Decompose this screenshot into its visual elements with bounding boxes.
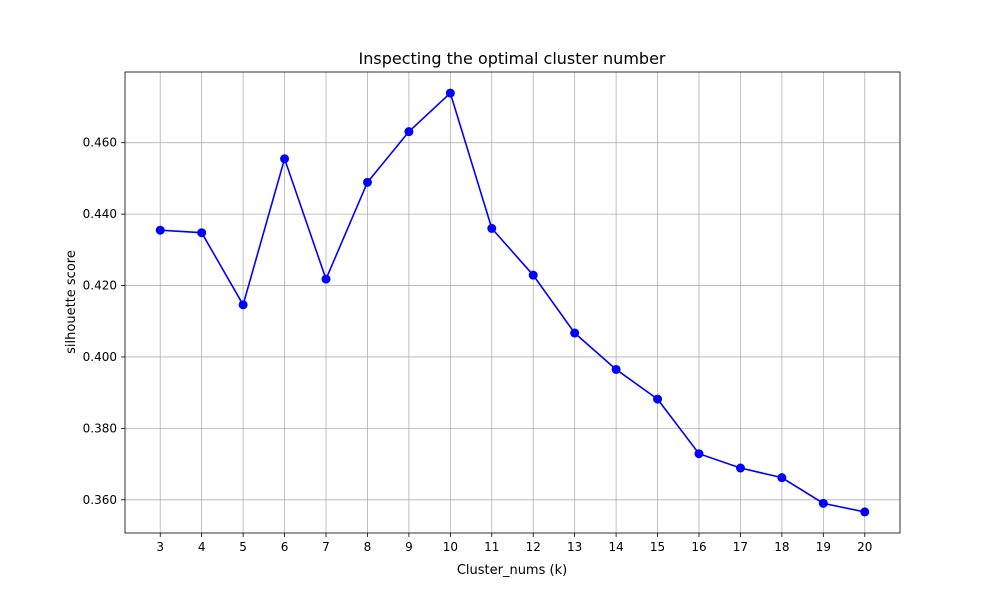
x-tick-label: 15 (650, 540, 665, 554)
x-tick-label: 18 (774, 540, 789, 554)
data-point (362, 177, 372, 187)
x-tick-label: 19 (816, 540, 831, 554)
chart-title: Inspecting the optimal cluster number (359, 49, 666, 68)
x-tick-label: 16 (691, 540, 706, 554)
y-tick-label: 0.400 (83, 350, 117, 364)
data-point (818, 498, 828, 508)
x-tick-label: 12 (526, 540, 541, 554)
data-point (860, 507, 870, 517)
y-tick-label: 0.460 (83, 136, 117, 150)
y-tick-label: 0.440 (83, 207, 117, 221)
y-axis-label: silhouette score (64, 250, 79, 354)
plot-frame (124, 71, 901, 534)
data-point (528, 270, 538, 280)
data-point (445, 88, 455, 98)
data-point (487, 223, 497, 233)
data-point (735, 463, 745, 473)
data-point (197, 228, 207, 238)
data-point (155, 225, 165, 235)
data-point (570, 328, 580, 338)
data-point (611, 364, 621, 374)
y-tick-label: 0.380 (83, 421, 117, 435)
x-tick-label: 17 (733, 540, 748, 554)
y-tick-label: 0.420 (83, 279, 117, 293)
data-point (238, 300, 248, 310)
x-tick-label: 7 (322, 540, 330, 554)
data-point (280, 154, 290, 164)
data-point (321, 274, 331, 284)
x-tick-label: 11 (484, 540, 499, 554)
y-tick-label: 0.360 (83, 493, 117, 507)
data-point (404, 127, 414, 137)
series-line (160, 91, 865, 513)
x-tick-label: 6 (281, 540, 289, 554)
x-tick-label: 14 (608, 540, 623, 554)
x-tick-label: 10 (443, 540, 458, 554)
axis-ticks: 3 4 5 6 7 8 9 10 11 12 13 14 15 16 17 18 19 20 0.360 0.380 0… (83, 136, 873, 554)
x-tick-label: 4 (198, 540, 206, 554)
x-axis-label: Cluster_nums (k) (457, 563, 567, 578)
data-point (777, 473, 787, 483)
data-point (694, 449, 704, 459)
series (155, 88, 870, 517)
x-tick-label: 20 (857, 540, 872, 554)
data-point (653, 394, 663, 404)
x-tick-label: 8 (364, 540, 372, 554)
x-tick-label: 3 (156, 540, 164, 554)
x-tick-label: 9 (405, 540, 413, 554)
x-tick-label: 5 (239, 540, 247, 554)
x-tick-label: 13 (567, 540, 582, 554)
